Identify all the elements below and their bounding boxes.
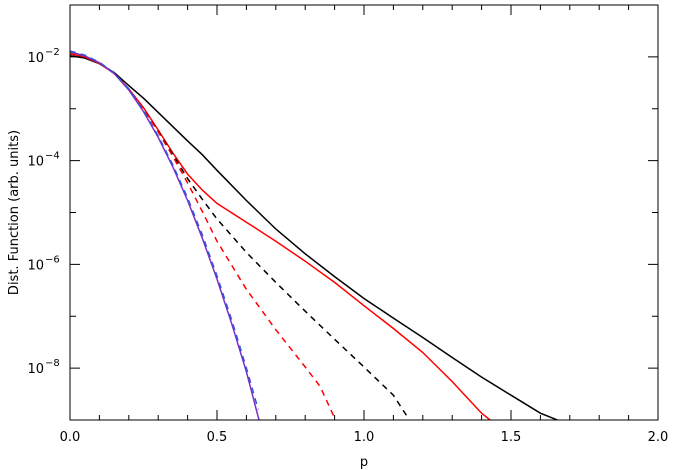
x-tick-label: 1.5 [501,430,522,445]
y-tick-exponent: −8 [45,358,60,369]
series-line-5 [70,51,260,420]
series-line-4 [70,52,336,419]
series-line-2 [70,52,492,420]
x-axis: 0.0 0.5 1.0 1.5 2.0 [60,5,669,445]
y-tick-exponent: −2 [45,47,60,58]
y-tick-label: 10 [27,51,44,66]
series-line-1 [70,55,560,420]
x-tick-label: 0.5 [207,430,228,445]
y-tick-exponent: −4 [45,151,60,162]
series-line-3 [70,52,409,419]
x-tick-label: 2.0 [648,430,669,445]
x-tick-label: 1.0 [354,430,375,445]
y-tick-label: 10 [27,258,44,273]
x-axis-title: p [360,455,368,470]
y-axis: 10−210−410−610−8 [27,4,658,421]
y-tick-label: 10 [27,155,44,170]
y-tick-exponent: −6 [45,254,60,265]
series-line-6 [70,50,259,410]
plot-frame [69,4,659,421]
x-tick-label: 0.0 [60,430,81,445]
series-layer [70,50,560,420]
y-tick-label: 10 [27,362,44,377]
y-axis-title: Dist. Function (arb. units) [7,130,22,295]
